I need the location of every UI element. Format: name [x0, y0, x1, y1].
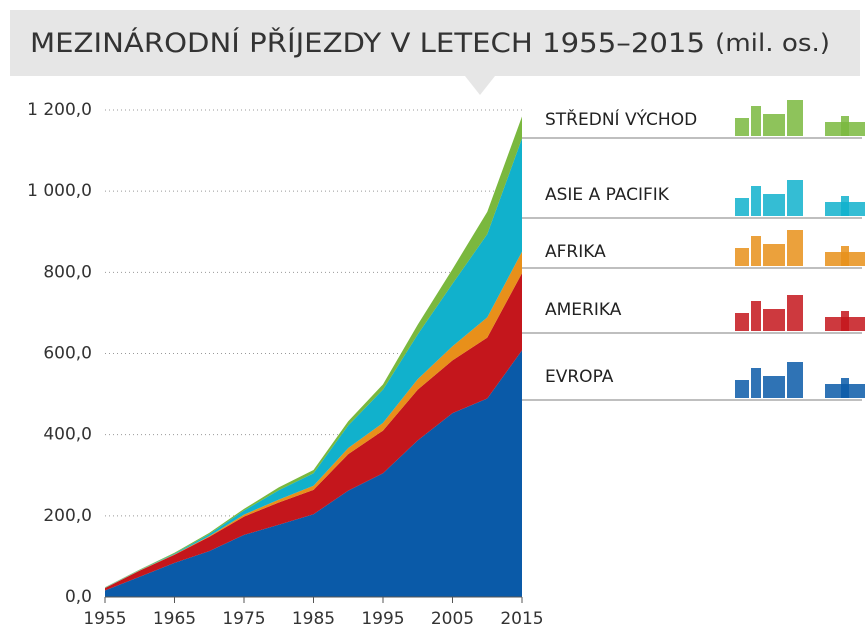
legend-icon: [751, 186, 761, 216]
x-tick-label: 1995: [361, 609, 404, 629]
legend-icon: [787, 362, 803, 398]
legend-item: AFRIKA: [522, 230, 865, 269]
legend-icon: [751, 301, 761, 331]
legend-icon: [841, 378, 849, 398]
legend-icon: [787, 295, 803, 331]
y-tick-label: 200,0: [43, 506, 92, 526]
title-main: MEZINÁRODNÍ PŘÍJEZDY V LETECH 1955–2015: [30, 27, 705, 59]
area: [105, 350, 522, 597]
legend-label: AFRIKA: [545, 242, 606, 262]
title-pointer: [465, 76, 495, 95]
legend-icon: [841, 116, 849, 136]
y-tick-label: 1 000,0: [27, 181, 92, 201]
y-tick-label: 1 200,0: [27, 100, 92, 120]
y-tick-label: 0,0: [65, 587, 92, 607]
legend-icon: [763, 244, 785, 266]
legend-icon: [751, 368, 761, 398]
legend-label: EVROPA: [545, 367, 614, 387]
legend-icon: [763, 194, 785, 216]
x-tick-label: 1955: [83, 609, 126, 629]
legend-icon: [763, 114, 785, 136]
legend-item: STŘEDNÍ VÝCHOD: [522, 100, 865, 139]
legend-icon: [735, 118, 749, 136]
legend-label: AMERIKA: [545, 300, 622, 320]
legend-label: ASIE A PACIFIK: [545, 185, 670, 205]
legend-icon: [735, 380, 749, 398]
legend-label: STŘEDNÍ VÝCHOD: [545, 108, 697, 130]
x-tick-label: 1975: [222, 609, 265, 629]
legend-icon: [735, 248, 749, 266]
legend-icon: [751, 236, 761, 266]
legend-item: ASIE A PACIFIK: [522, 180, 865, 219]
legend-icon: [787, 180, 803, 216]
x-tick-label: 2015: [500, 609, 543, 629]
x-tick-label: 2005: [431, 609, 474, 629]
legend-icon: [787, 100, 803, 136]
x-tick-label: 1965: [153, 609, 196, 629]
legend-item: AMERIKA: [522, 295, 865, 334]
y-tick-label: 800,0: [43, 262, 92, 282]
legend-item: EVROPA: [522, 362, 865, 401]
legend-icon: [763, 309, 785, 331]
legend-icon: [787, 230, 803, 266]
title-unit: (mil. os.): [715, 29, 830, 57]
y-tick-label: 400,0: [43, 425, 92, 445]
legend-icon: [735, 198, 749, 216]
y-tick-label: 600,0: [43, 344, 92, 364]
legend-icon: [735, 313, 749, 331]
legend-icon: [751, 106, 761, 136]
chart-title: MEZINÁRODNÍ PŘÍJEZDY V LETECH 1955–2015 (…: [30, 27, 830, 59]
legend-icon: [841, 311, 849, 331]
x-tick-label: 1985: [292, 609, 335, 629]
title-banner: [10, 10, 860, 76]
legend-icon: [841, 196, 849, 216]
legend-icon: [841, 246, 849, 266]
legend-icon: [763, 376, 785, 398]
